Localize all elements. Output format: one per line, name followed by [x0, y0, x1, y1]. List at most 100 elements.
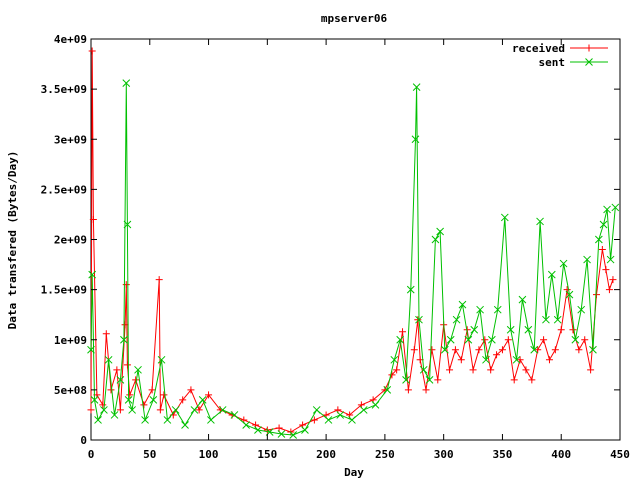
data-point-received — [99, 401, 107, 409]
series-received — [87, 47, 617, 436]
data-point-sent — [104, 355, 113, 364]
data-point-sent — [123, 220, 132, 229]
data-point-sent — [336, 411, 345, 419]
data-point-sent — [124, 396, 133, 404]
x-tick-label: 200 — [316, 448, 336, 461]
y-tick-label: 0 — [80, 434, 87, 447]
data-point-received — [275, 424, 283, 432]
x-tick-label: 250 — [375, 448, 395, 461]
data-point-received — [89, 215, 97, 223]
legend-label-received: received — [512, 42, 565, 55]
series-sent — [87, 79, 620, 439]
data-point-sent — [536, 217, 544, 226]
data-point-received — [569, 326, 577, 334]
data-point-sent — [470, 325, 479, 334]
data-point-received — [605, 286, 613, 294]
data-point-received — [123, 361, 131, 369]
data-point-sent — [493, 305, 502, 314]
data-point-sent — [411, 135, 420, 144]
data-point-received — [121, 321, 129, 329]
data-point-received — [102, 330, 110, 338]
data-point-sent — [606, 255, 615, 264]
data-point-received — [155, 276, 163, 284]
data-point-received — [422, 386, 430, 394]
legend-marker-received — [585, 44, 593, 52]
data-point-received — [446, 366, 454, 374]
data-point-sent — [218, 406, 227, 414]
data-point-received — [434, 376, 442, 384]
chart-title: mpserver06 — [321, 12, 388, 25]
data-point-sent — [87, 345, 95, 354]
data-point-sent — [149, 396, 158, 404]
data-point-sent — [242, 421, 251, 429]
data-point-sent — [603, 205, 611, 214]
data-point-received — [534, 346, 542, 354]
x-tick-label: 400 — [551, 448, 571, 461]
data-point-sent — [559, 259, 568, 268]
data-point-sent — [301, 426, 309, 434]
data-point-sent — [565, 290, 574, 299]
data-point-sent — [446, 335, 455, 344]
data-point-received — [504, 336, 512, 344]
data-point-sent — [94, 416, 102, 424]
data-point-received — [113, 366, 121, 374]
data-point-sent — [571, 335, 580, 344]
data-point-sent — [589, 345, 597, 354]
data-point-received — [414, 316, 422, 324]
data-point-sent — [553, 315, 562, 324]
x-axis-label: Day — [344, 466, 364, 479]
data-point-received — [457, 356, 465, 364]
data-point-received — [410, 346, 418, 354]
data-point-sent — [157, 355, 166, 364]
data-point-sent — [530, 345, 539, 354]
data-point-sent — [419, 365, 428, 374]
data-point-sent — [190, 406, 199, 414]
data-point-sent — [289, 431, 298, 439]
data-point-sent — [412, 83, 421, 91]
data-point-sent — [198, 396, 207, 404]
data-point-received — [388, 371, 396, 379]
data-point-sent — [402, 375, 410, 384]
series-line-received — [90, 50, 614, 433]
data-point-sent — [518, 295, 527, 304]
y-tick-label: 1e+09 — [54, 334, 87, 347]
x-tick-label: 150 — [257, 448, 277, 461]
data-point-sent — [163, 416, 172, 424]
data-point-received — [132, 376, 140, 384]
data-point-sent — [482, 355, 490, 364]
data-point-received — [179, 396, 187, 404]
data-point-received — [516, 356, 524, 364]
data-point-received — [522, 366, 530, 374]
data-point-sent — [406, 285, 415, 294]
y-tick-label: 2e+09 — [54, 234, 87, 247]
y-axis-label: Data transfered (Bytes/Day) — [6, 151, 19, 330]
data-point-sent — [458, 300, 467, 309]
x-tick-label: 300 — [434, 448, 454, 461]
data-point-received — [399, 328, 407, 336]
data-point-received — [609, 276, 617, 284]
data-point-received — [469, 366, 477, 374]
y-tick-label: 4e+09 — [54, 33, 87, 46]
data-point-received — [187, 386, 195, 394]
data-point-sent — [348, 416, 356, 424]
data-point-sent — [583, 255, 591, 264]
data-point-sent — [452, 315, 461, 324]
y-tick-label: 3.5e+09 — [41, 83, 87, 96]
data-point-sent — [128, 406, 136, 414]
data-point-received — [140, 401, 148, 409]
series-layer — [87, 47, 620, 439]
data-point-received — [487, 366, 495, 374]
data-point-received — [545, 356, 553, 364]
data-point-sent — [488, 335, 496, 344]
data-point-sent — [120, 335, 128, 344]
data-point-sent — [476, 305, 484, 314]
data-point-received — [528, 376, 536, 384]
data-point-received — [540, 336, 548, 344]
data-point-received — [310, 416, 318, 424]
data-point-received — [587, 366, 595, 374]
data-point-sent — [277, 430, 286, 438]
data-point-sent — [390, 355, 399, 364]
data-point-sent — [90, 396, 99, 404]
